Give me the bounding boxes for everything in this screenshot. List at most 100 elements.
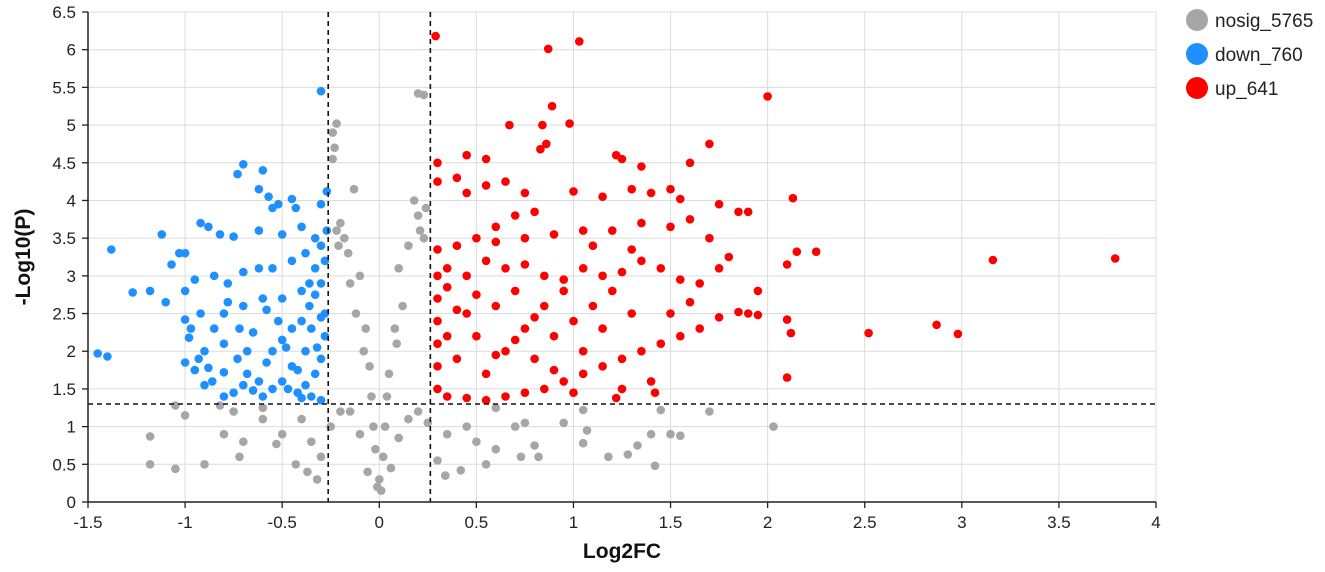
down-point bbox=[190, 365, 200, 375]
up-point bbox=[462, 271, 472, 281]
up-point bbox=[743, 309, 753, 318]
nosig-point bbox=[656, 405, 666, 415]
down-point bbox=[316, 86, 326, 96]
up-point bbox=[530, 354, 539, 364]
up-point bbox=[540, 271, 549, 281]
down-point bbox=[320, 256, 330, 266]
x-tick-label: 2.5 bbox=[853, 513, 877, 532]
nosig-point bbox=[345, 407, 355, 416]
nosig-point bbox=[530, 441, 539, 450]
nosig-point bbox=[200, 460, 209, 469]
down-point bbox=[258, 392, 268, 401]
up-point bbox=[734, 307, 743, 317]
down-point bbox=[248, 386, 258, 395]
down-point bbox=[107, 245, 116, 254]
down-point bbox=[248, 328, 258, 337]
up-point bbox=[433, 316, 442, 326]
down-point bbox=[268, 264, 277, 273]
nosig-point bbox=[769, 422, 778, 431]
down-point bbox=[297, 286, 306, 296]
down-point bbox=[239, 267, 248, 277]
down-point bbox=[262, 358, 271, 367]
up-point bbox=[598, 362, 607, 371]
up-point bbox=[578, 346, 588, 356]
down-point bbox=[239, 301, 248, 311]
up-point bbox=[575, 37, 584, 46]
nosig-point bbox=[229, 407, 238, 416]
down-point bbox=[297, 316, 306, 326]
down-point bbox=[196, 218, 205, 228]
nosig-point bbox=[404, 414, 413, 424]
nosig-point bbox=[316, 452, 326, 462]
down-point bbox=[145, 286, 155, 296]
nosig-point bbox=[371, 444, 380, 454]
down-point bbox=[219, 392, 229, 401]
x-tick-label: 0.5 bbox=[465, 513, 489, 532]
up-point bbox=[611, 393, 621, 403]
up-point bbox=[481, 154, 491, 164]
nosig-point bbox=[413, 407, 423, 416]
down-point bbox=[301, 346, 310, 356]
nosig-point bbox=[491, 444, 501, 454]
up-point bbox=[646, 377, 656, 386]
nosig-point bbox=[392, 339, 402, 349]
up-point bbox=[637, 218, 646, 228]
down-point bbox=[287, 324, 297, 333]
nosig-point bbox=[404, 241, 413, 250]
up-point bbox=[442, 264, 452, 273]
up-point bbox=[559, 286, 568, 296]
up-point bbox=[549, 230, 559, 239]
nosig-point bbox=[582, 426, 592, 435]
up-point bbox=[505, 120, 514, 130]
down-point bbox=[254, 264, 264, 273]
nosig-point bbox=[623, 450, 633, 459]
down-point bbox=[283, 384, 293, 394]
up-point bbox=[481, 395, 491, 405]
up-point bbox=[433, 362, 442, 371]
down-point bbox=[204, 222, 213, 232]
up-point bbox=[569, 316, 578, 326]
y-tick-label: 6 bbox=[67, 41, 76, 60]
nosig-point bbox=[334, 241, 343, 250]
down-point bbox=[316, 199, 326, 209]
down-point bbox=[180, 315, 190, 324]
up-point bbox=[540, 384, 549, 394]
up-point bbox=[452, 173, 462, 183]
up-point bbox=[953, 329, 963, 339]
up-point bbox=[542, 139, 551, 149]
down-point bbox=[254, 184, 264, 194]
nosig-point bbox=[359, 346, 369, 356]
up-point bbox=[656, 264, 666, 273]
nosig-point bbox=[433, 456, 442, 465]
y-tick-labels: 0 0.5 1 1.5 2 2.5 3 3.5 4 4.5 5 5.5 6 6.5 bbox=[52, 3, 88, 512]
down-point bbox=[307, 392, 316, 401]
up-point bbox=[743, 207, 753, 217]
nosig-point bbox=[386, 463, 396, 473]
up-point bbox=[864, 328, 873, 338]
nosig-point bbox=[336, 407, 345, 416]
up-point bbox=[549, 365, 559, 375]
nosig-point bbox=[215, 401, 225, 410]
down-point bbox=[204, 363, 213, 373]
up-point bbox=[462, 393, 472, 403]
nosig-point bbox=[332, 119, 341, 128]
legend-marker bbox=[1186, 77, 1208, 99]
up-point bbox=[559, 275, 568, 284]
down-point bbox=[180, 248, 190, 258]
up-point bbox=[481, 181, 491, 190]
down-point bbox=[200, 346, 209, 356]
up-point bbox=[520, 188, 530, 198]
up-point bbox=[491, 222, 501, 232]
up-point bbox=[650, 388, 660, 398]
down-point bbox=[209, 271, 219, 281]
down-point bbox=[161, 297, 170, 307]
down-point bbox=[229, 388, 238, 398]
nosig-point bbox=[510, 422, 520, 431]
up-point bbox=[588, 241, 598, 250]
up-point bbox=[608, 226, 617, 235]
up-point bbox=[491, 350, 501, 360]
up-point bbox=[1110, 254, 1120, 263]
y-tick-label: 6.5 bbox=[52, 3, 76, 22]
up-point bbox=[540, 301, 549, 311]
nosig-point bbox=[516, 452, 526, 462]
